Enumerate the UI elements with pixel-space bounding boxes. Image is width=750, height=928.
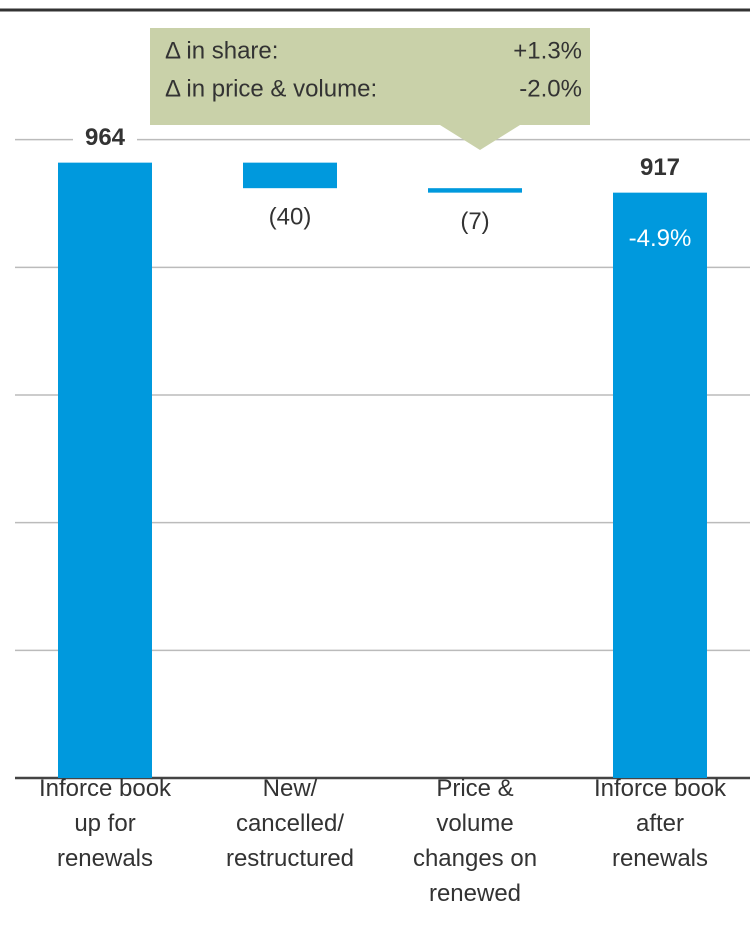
label-bg	[73, 124, 137, 153]
callout-label: Δ in share:	[165, 37, 278, 64]
callout-box	[150, 28, 590, 150]
x-tick-line: renewed	[429, 880, 521, 907]
bar	[428, 188, 522, 193]
value-label: 964	[85, 124, 126, 151]
value-label: (40)	[269, 204, 312, 231]
x-tick-line: Inforce book	[39, 775, 172, 802]
label-bg	[628, 154, 692, 183]
x-tick-line: New/	[263, 775, 318, 802]
x-tick-label: Inforce book up for renewals	[39, 775, 172, 872]
x-tick-label: New/cancelled/restructured	[226, 775, 354, 872]
x-tick-line: after	[636, 810, 684, 837]
bar	[613, 192, 707, 779]
x-tick-line: Price &	[436, 775, 513, 802]
x-tick-line: volume	[436, 810, 513, 837]
value-label: (7)	[460, 208, 489, 235]
x-tick-line: cancelled/	[236, 810, 344, 837]
bar	[58, 162, 152, 778]
callout-label: Δ in price & volume:	[165, 75, 377, 102]
x-tick-label: Inforce book after renewals	[594, 775, 727, 872]
x-tick-line: renewals	[612, 845, 708, 872]
x-tick-line: restructured	[226, 845, 354, 872]
value-label: 917	[640, 154, 680, 181]
callout-value: -2.0%	[519, 75, 582, 102]
x-tick-line: changes on	[413, 845, 537, 872]
x-tick-line: Inforce book	[594, 775, 727, 802]
callout-value: +1.3%	[513, 37, 582, 64]
x-tick-line: up for	[74, 810, 135, 837]
bar	[243, 162, 337, 189]
annotation: -4.9%	[629, 225, 692, 252]
x-tick-line: renewals	[57, 845, 153, 872]
x-tick-label: Price & volume changes on renewed	[413, 775, 537, 907]
